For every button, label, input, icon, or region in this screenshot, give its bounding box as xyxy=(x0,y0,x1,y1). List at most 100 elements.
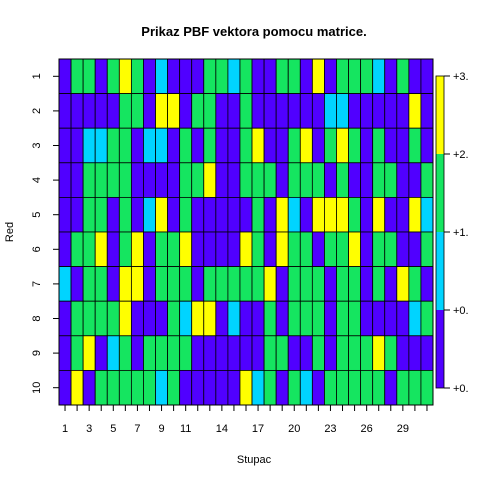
heatmap-cell xyxy=(299,369,313,406)
heatmap-cell xyxy=(227,58,241,94)
heatmap-cell xyxy=(384,162,398,198)
heatmap-cell xyxy=(106,266,120,302)
heatmap-cell xyxy=(324,231,337,267)
heatmap-cell xyxy=(191,369,205,406)
heatmap-cell xyxy=(251,266,265,302)
heatmap-cell xyxy=(360,335,374,371)
heatmap-cell xyxy=(263,93,277,129)
heatmap-cell xyxy=(360,231,374,267)
x-tick-label: 5 xyxy=(110,423,116,435)
heatmap-cell xyxy=(420,127,434,164)
heatmap-cell xyxy=(239,266,253,302)
heatmap-cell xyxy=(336,266,349,302)
heatmap-cell xyxy=(143,58,156,94)
heatmap-cell xyxy=(239,231,253,267)
heatmap-cell xyxy=(336,127,349,164)
heatmap-cell xyxy=(348,58,362,94)
heatmap-cell xyxy=(324,58,337,94)
heatmap-cell xyxy=(203,196,217,233)
x-tick-label: 7 xyxy=(134,423,140,435)
heatmap-cell xyxy=(155,335,168,371)
heatmap-cell xyxy=(70,127,84,164)
heatmap-cell xyxy=(408,335,422,371)
x-axis-label: Stupac xyxy=(237,454,272,466)
heatmap-cell xyxy=(396,266,410,302)
heatmap-cell xyxy=(155,231,168,267)
heatmap-cell xyxy=(372,231,386,267)
heatmap-cell xyxy=(70,231,84,267)
heatmap-cell xyxy=(58,93,72,129)
heatmap-cell xyxy=(372,369,386,406)
heatmap-cell xyxy=(263,335,277,371)
heatmap-cell xyxy=(203,300,217,337)
heatmap-cell xyxy=(360,58,374,94)
heatmap-cell xyxy=(191,93,205,129)
heatmap-cell xyxy=(143,196,156,233)
heatmap-cell xyxy=(311,266,325,302)
heatmap-cell xyxy=(106,231,120,267)
heatmap-cell xyxy=(251,369,265,406)
heatmap-cell xyxy=(155,58,168,94)
y-tick-label: 8 xyxy=(31,315,43,321)
heatmap-cell xyxy=(191,162,205,198)
heatmap-cell xyxy=(179,162,193,198)
heatmap-cell xyxy=(287,162,301,198)
heatmap-cell xyxy=(203,127,217,164)
heatmap-cell xyxy=(203,335,217,371)
heatmap-cell xyxy=(299,58,313,94)
heatmap-cell xyxy=(58,58,72,94)
chart-title: Prikaz PBF vektora pomocu matrice. xyxy=(141,24,366,39)
x-tick-label: 3 xyxy=(86,423,92,435)
heatmap-cell xyxy=(227,196,241,233)
colorbar-segment xyxy=(436,76,444,154)
heatmap-cell xyxy=(179,93,193,129)
heatmap-cell xyxy=(287,58,301,94)
x-tick-label: 1 xyxy=(62,423,68,435)
heatmap-cell xyxy=(167,58,181,94)
heatmap-cell xyxy=(191,58,205,94)
heatmap-cell xyxy=(275,266,289,302)
heatmap-cell xyxy=(82,58,96,94)
y-tick-label: 3 xyxy=(31,142,43,148)
heatmap-cell xyxy=(143,266,156,302)
heatmap-cell xyxy=(287,335,301,371)
heatmap-cell xyxy=(227,335,241,371)
heatmap-cell xyxy=(299,231,313,267)
heatmap-cell xyxy=(58,369,72,406)
heatmap-cell xyxy=(191,127,205,164)
heatmap-cell xyxy=(239,127,253,164)
colorbar-label: +1. xyxy=(453,227,469,239)
heatmap-cell xyxy=(215,58,229,94)
heatmap-cell xyxy=(203,58,217,94)
heatmap-cell xyxy=(143,300,156,337)
heatmap-cell xyxy=(215,335,229,371)
colorbar-segment xyxy=(436,154,444,232)
heatmap-cell xyxy=(179,231,193,267)
heatmap-cell xyxy=(203,231,217,267)
x-tick-label: 26 xyxy=(361,423,373,435)
heatmap-cell xyxy=(191,335,205,371)
heatmap-cell xyxy=(239,335,253,371)
heatmap-cell xyxy=(384,93,398,129)
heatmap-cell xyxy=(408,231,422,267)
heatmap-cell xyxy=(203,369,217,406)
y-tick-label: 7 xyxy=(31,281,43,287)
heatmap-cell xyxy=(118,266,132,302)
heatmap-cell xyxy=(336,162,349,198)
heatmap-cell xyxy=(130,335,144,371)
colorbar: +3. +2. +1. +0. +0. xyxy=(435,71,469,395)
heatmap-cell xyxy=(239,196,253,233)
heatmap-cell xyxy=(130,58,144,94)
heatmap-cell xyxy=(118,93,132,129)
heatmap-cell xyxy=(311,335,325,371)
heatmap-cell xyxy=(227,93,241,129)
heatmap-cell xyxy=(408,127,422,164)
heatmap-cell xyxy=(191,300,205,337)
heatmap-cell xyxy=(263,162,277,198)
heatmap-cell xyxy=(324,369,337,406)
heatmap-cell xyxy=(336,196,349,233)
heatmap-cell xyxy=(324,127,337,164)
heatmap-cells xyxy=(58,58,434,406)
heatmap-cell xyxy=(299,162,313,198)
heatmap-cell xyxy=(58,231,72,267)
